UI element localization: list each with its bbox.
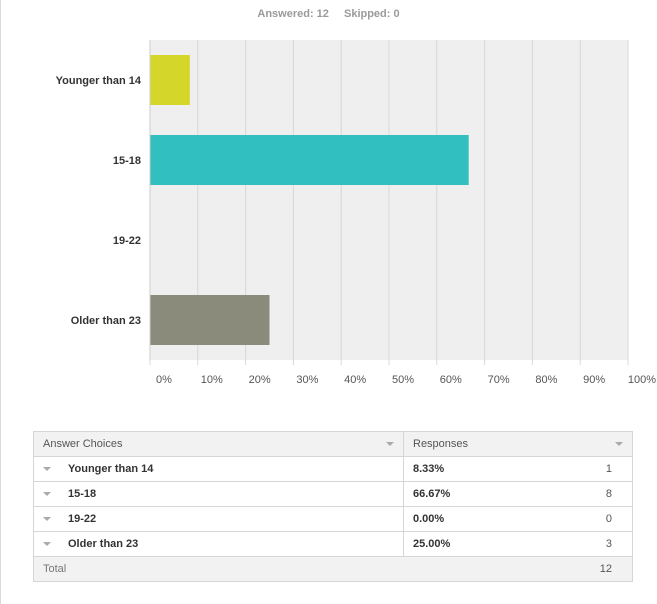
skipped-count: Skipped: 0 xyxy=(343,8,400,20)
table-header-row: Answer Choices Responses xyxy=(34,432,632,457)
x-tick-label: 10% xyxy=(201,374,223,386)
table-total-row: Total 12 xyxy=(34,557,632,582)
x-tick-label: 30% xyxy=(296,374,318,386)
sort-arrow-icon[interactable] xyxy=(615,442,623,446)
responses-header-label: Responses xyxy=(413,438,469,450)
response-percent: 66.67% xyxy=(413,488,451,500)
response-count: 8 xyxy=(605,488,612,500)
response-percent: 25.00% xyxy=(413,538,451,550)
choice-label: 19-22 xyxy=(68,513,97,525)
choice-cell: Older than 23 xyxy=(34,532,404,556)
left-border xyxy=(0,0,1,604)
bar xyxy=(150,135,469,185)
category-label: Older than 23 xyxy=(71,315,141,327)
choice-cell: Younger than 14 xyxy=(34,457,404,481)
category-label: 19-22 xyxy=(113,235,141,247)
category-label: 15-18 xyxy=(113,155,141,167)
response-percent: 8.33% xyxy=(413,463,445,475)
x-tick-label: 100% xyxy=(628,374,656,386)
response-cell: 8.33% 1 xyxy=(404,457,632,481)
response-cell: 25.00% 3 xyxy=(404,532,632,556)
answer-choices-header-label: Answer Choices xyxy=(43,438,123,450)
response-percent: 0.00% xyxy=(413,513,445,525)
category-label: Younger than 14 xyxy=(56,75,142,87)
choice-label: Younger than 14 xyxy=(68,463,154,475)
bar-chart: Younger than 14 15-18 19-22 Older than 23 0%… xyxy=(56,40,656,386)
x-tick-label: 60% xyxy=(440,374,462,386)
choice-cell: 15-18 xyxy=(34,482,404,506)
response-summary: Answered: 12 Skipped: 0 xyxy=(0,8,657,20)
table-row: Older than 23 25.00% 3 xyxy=(34,532,632,557)
responses-table: Answer Choices Responses Younger than 14… xyxy=(33,431,633,582)
expand-arrow-icon[interactable] xyxy=(43,467,51,471)
total-label: Total xyxy=(43,563,67,575)
choice-cell: 19-22 xyxy=(34,507,404,531)
response-count: 3 xyxy=(605,538,612,550)
bar xyxy=(150,55,190,105)
response-count: 1 xyxy=(605,463,612,475)
answered-count: Answered: 12 xyxy=(257,8,329,20)
x-tick-label: 70% xyxy=(488,374,510,386)
total-count-cell: 12 xyxy=(412,557,632,581)
x-tick-label: 0% xyxy=(156,374,172,386)
x-tick-label: 90% xyxy=(583,374,605,386)
table-row: 19-22 0.00% 0 xyxy=(34,507,632,532)
total-label-cell: Total xyxy=(34,557,412,581)
response-cell: 66.67% 8 xyxy=(404,482,632,506)
x-tick-label: 50% xyxy=(392,374,414,386)
choice-label: Older than 23 xyxy=(68,538,139,550)
expand-arrow-icon[interactable] xyxy=(43,517,51,521)
expand-arrow-icon[interactable] xyxy=(43,492,51,496)
x-tick-label: 80% xyxy=(535,374,557,386)
x-tick-label: 40% xyxy=(344,374,366,386)
expand-arrow-icon[interactable] xyxy=(43,542,51,546)
response-count: 0 xyxy=(605,513,612,525)
table-row: Younger than 14 8.33% 1 xyxy=(34,457,632,482)
responses-header[interactable]: Responses xyxy=(404,432,632,456)
response-cell: 0.00% 0 xyxy=(404,507,632,531)
total-count: 12 xyxy=(599,563,612,575)
choice-label: 15-18 xyxy=(68,488,97,500)
sort-arrow-icon[interactable] xyxy=(386,442,394,446)
table-row: 15-18 66.67% 8 xyxy=(34,482,632,507)
bar xyxy=(150,295,270,345)
x-tick-label: 20% xyxy=(249,374,271,386)
answer-choices-header[interactable]: Answer Choices xyxy=(34,432,404,456)
